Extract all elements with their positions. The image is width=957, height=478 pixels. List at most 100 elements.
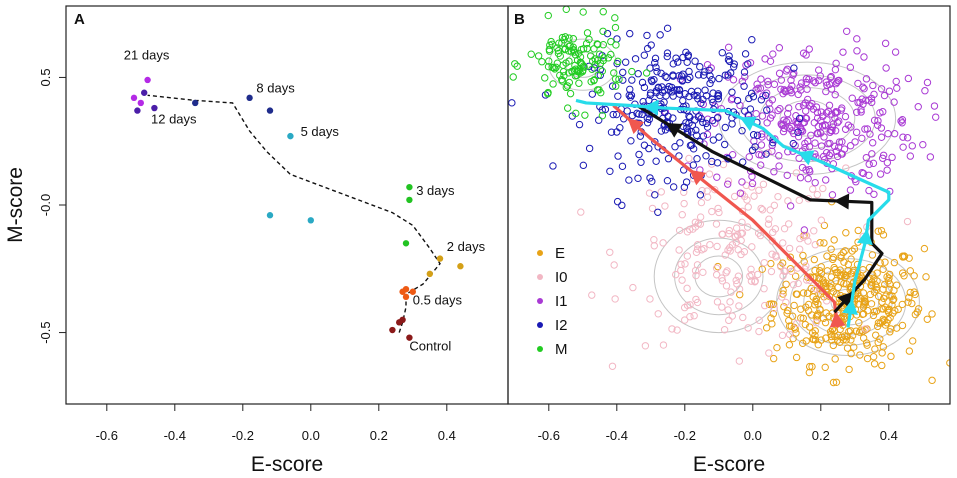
panel-b-point-i1	[892, 77, 900, 86]
panel-b-point-i2	[603, 29, 612, 38]
panel-b-point-e	[855, 328, 864, 336]
panel-b-point-i1	[748, 179, 757, 188]
panel-b-point-e	[786, 253, 795, 261]
panel-b-arrowhead-black	[665, 122, 683, 138]
panel-b-point-i2	[579, 161, 588, 170]
panel-b-point-i0	[698, 186, 706, 195]
panel-b-point-i1	[870, 190, 878, 198]
panel-b-point-m	[544, 11, 552, 20]
panel-b-point-m	[552, 63, 560, 72]
panel-b-point-i0	[712, 220, 721, 228]
panel-b-point-i0	[750, 192, 758, 200]
panel-b-point-i1	[870, 90, 878, 99]
panel-b-point-i1	[805, 45, 814, 53]
panel-b-point-i1	[802, 114, 811, 123]
panel-a: A 21 days 12 days 8 days 5 days 3 days 2 days…	[4, 5, 509, 476]
panel-b-point-e	[783, 309, 791, 317]
panel-b-point-m	[572, 109, 580, 118]
panel-b-point-i0	[760, 301, 769, 310]
panel-b-point-e	[797, 305, 805, 313]
panel-b-point-i1	[813, 114, 822, 122]
panel-b-point-i0	[733, 231, 742, 239]
panel-b-point-i1	[777, 85, 785, 93]
panel-b-point-i1	[838, 138, 846, 146]
panel-b-point-i0	[779, 272, 787, 280]
panel-b-point-i0	[767, 267, 776, 276]
panel-b-point-e	[813, 311, 822, 320]
panel-b-point-e	[867, 282, 876, 290]
panel-b-point-i1	[804, 137, 812, 145]
panel-b-point-i1	[908, 142, 916, 150]
panel-b-point-i0	[645, 189, 654, 197]
panel-b-point-i0	[778, 331, 787, 340]
panel-b-point-m	[544, 62, 553, 71]
panel-b-point-i2	[706, 72, 714, 80]
legend-label-i0: I0	[555, 269, 568, 286]
panel-b-point-m	[541, 74, 549, 82]
panel-b-point-m	[538, 58, 546, 66]
panel-b-point-i1	[877, 85, 886, 93]
panel-b-point-i0	[708, 207, 716, 216]
panel-b-point-e	[819, 314, 828, 323]
panel-b-point-m	[566, 89, 575, 98]
panel-a-point	[287, 132, 294, 140]
panel-b-point-e	[816, 290, 825, 298]
panel-a-annotation: 0.5 days	[413, 293, 463, 308]
panel-b-point-i2	[638, 78, 647, 87]
panel-b-point-i2	[625, 176, 633, 184]
panel-b-point-i2	[585, 144, 594, 153]
panel-b-point-i2	[640, 83, 649, 92]
panel-b-point-i0	[802, 276, 811, 284]
panel-b-x-tick-label: -0.6	[538, 428, 560, 443]
panel-b-point-i0	[903, 217, 912, 226]
panel-b: B E I0 I1 I2 M -0.6 -0.4 -0.2 0.0 0.2 0.4 E-score	[507, 5, 951, 476]
panel-b-point-e	[785, 316, 793, 325]
panel-b-point-i2	[724, 71, 732, 79]
panel-b-point-m	[569, 35, 578, 43]
panel-b-point-i1	[825, 101, 834, 110]
panel-b-point-i0	[757, 204, 765, 213]
panel-b-point-i0	[720, 326, 729, 334]
panel-b-point-i2	[676, 139, 684, 147]
panel-b-point-i1	[926, 153, 935, 161]
panel-b-point-i1	[931, 113, 940, 121]
panel-b-point-i2	[627, 137, 635, 145]
panel-b-point-i0	[785, 244, 794, 253]
panel-b-point-e	[799, 314, 807, 322]
panel-b-point-i1	[833, 108, 841, 116]
panel-b-point-i0	[718, 274, 726, 282]
panel-b-point-i0	[680, 199, 688, 208]
panel-b-point-m	[563, 82, 572, 90]
panel-b-point-i1	[777, 76, 786, 84]
panel-b-point-m	[577, 59, 586, 67]
panel-b-point-i2	[643, 114, 652, 122]
panel-b-point-i0	[718, 230, 726, 238]
panel-b-point-i2	[696, 191, 705, 199]
panel-b-point-e	[870, 288, 879, 296]
panel-b-point-i2	[763, 106, 771, 114]
panel-b-point-e	[791, 272, 800, 280]
panel-b-point-i0	[812, 285, 820, 293]
panel-b-point-i0	[795, 245, 804, 253]
panel-b-point-e	[879, 305, 888, 313]
panel-b-point-i2	[678, 76, 687, 84]
panel-b-point-e	[879, 265, 887, 274]
panel-b-point-i1	[779, 89, 787, 98]
panel-b-arrowhead-red	[689, 169, 707, 186]
panel-b-point-i2	[669, 114, 677, 122]
panel-b-point-e	[906, 267, 914, 275]
panel-b-point-e	[808, 329, 817, 337]
panel-b-point-i0	[692, 248, 701, 257]
panel-b-point-e	[821, 363, 829, 372]
panel-b-point-i0	[726, 243, 734, 252]
panel-b-point-e	[793, 290, 801, 298]
panel-b-point-i2	[508, 99, 516, 107]
panel-b-point-i0	[822, 297, 831, 305]
legend-marker-i1	[537, 298, 543, 304]
panel-b-point-i1	[852, 128, 861, 137]
panel-b-point-i2	[675, 85, 684, 94]
legend-label-m: M	[555, 341, 568, 358]
panel-b-point-i1	[822, 78, 830, 86]
panel-b-point-i2	[656, 91, 664, 100]
panel-b-point-i1	[742, 61, 750, 69]
